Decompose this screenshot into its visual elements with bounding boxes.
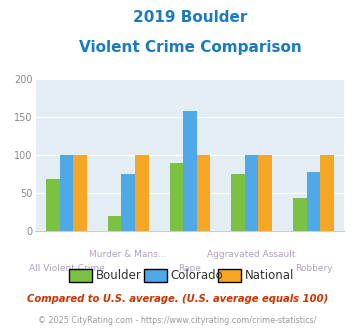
- Text: Compared to U.S. average. (U.S. average equals 100): Compared to U.S. average. (U.S. average …: [27, 294, 328, 304]
- Bar: [121, 174, 135, 231]
- Text: Violent Crime Comparison: Violent Crime Comparison: [78, 40, 301, 54]
- Bar: [46, 180, 60, 231]
- Bar: [183, 111, 197, 231]
- Bar: [60, 155, 73, 231]
- Text: Colorado: Colorado: [170, 269, 223, 282]
- Text: Rape: Rape: [179, 264, 201, 273]
- Bar: [307, 172, 320, 231]
- Text: Aggravated Assault: Aggravated Assault: [207, 250, 296, 259]
- Text: © 2025 CityRating.com - https://www.cityrating.com/crime-statistics/: © 2025 CityRating.com - https://www.city…: [38, 315, 317, 325]
- Bar: [135, 155, 148, 231]
- Text: Robbery: Robbery: [295, 264, 332, 273]
- Text: 2019 Boulder: 2019 Boulder: [133, 10, 247, 25]
- Bar: [320, 155, 334, 231]
- Bar: [245, 155, 258, 231]
- Text: Boulder: Boulder: [96, 269, 142, 282]
- Bar: [258, 155, 272, 231]
- Bar: [73, 155, 87, 231]
- Bar: [170, 163, 183, 231]
- Bar: [197, 155, 210, 231]
- Bar: [108, 216, 121, 231]
- Text: All Violent Crime: All Violent Crime: [28, 264, 104, 273]
- Text: Murder & Mans...: Murder & Mans...: [89, 250, 167, 259]
- Bar: [231, 174, 245, 231]
- Bar: [293, 198, 307, 231]
- Text: National: National: [245, 269, 294, 282]
